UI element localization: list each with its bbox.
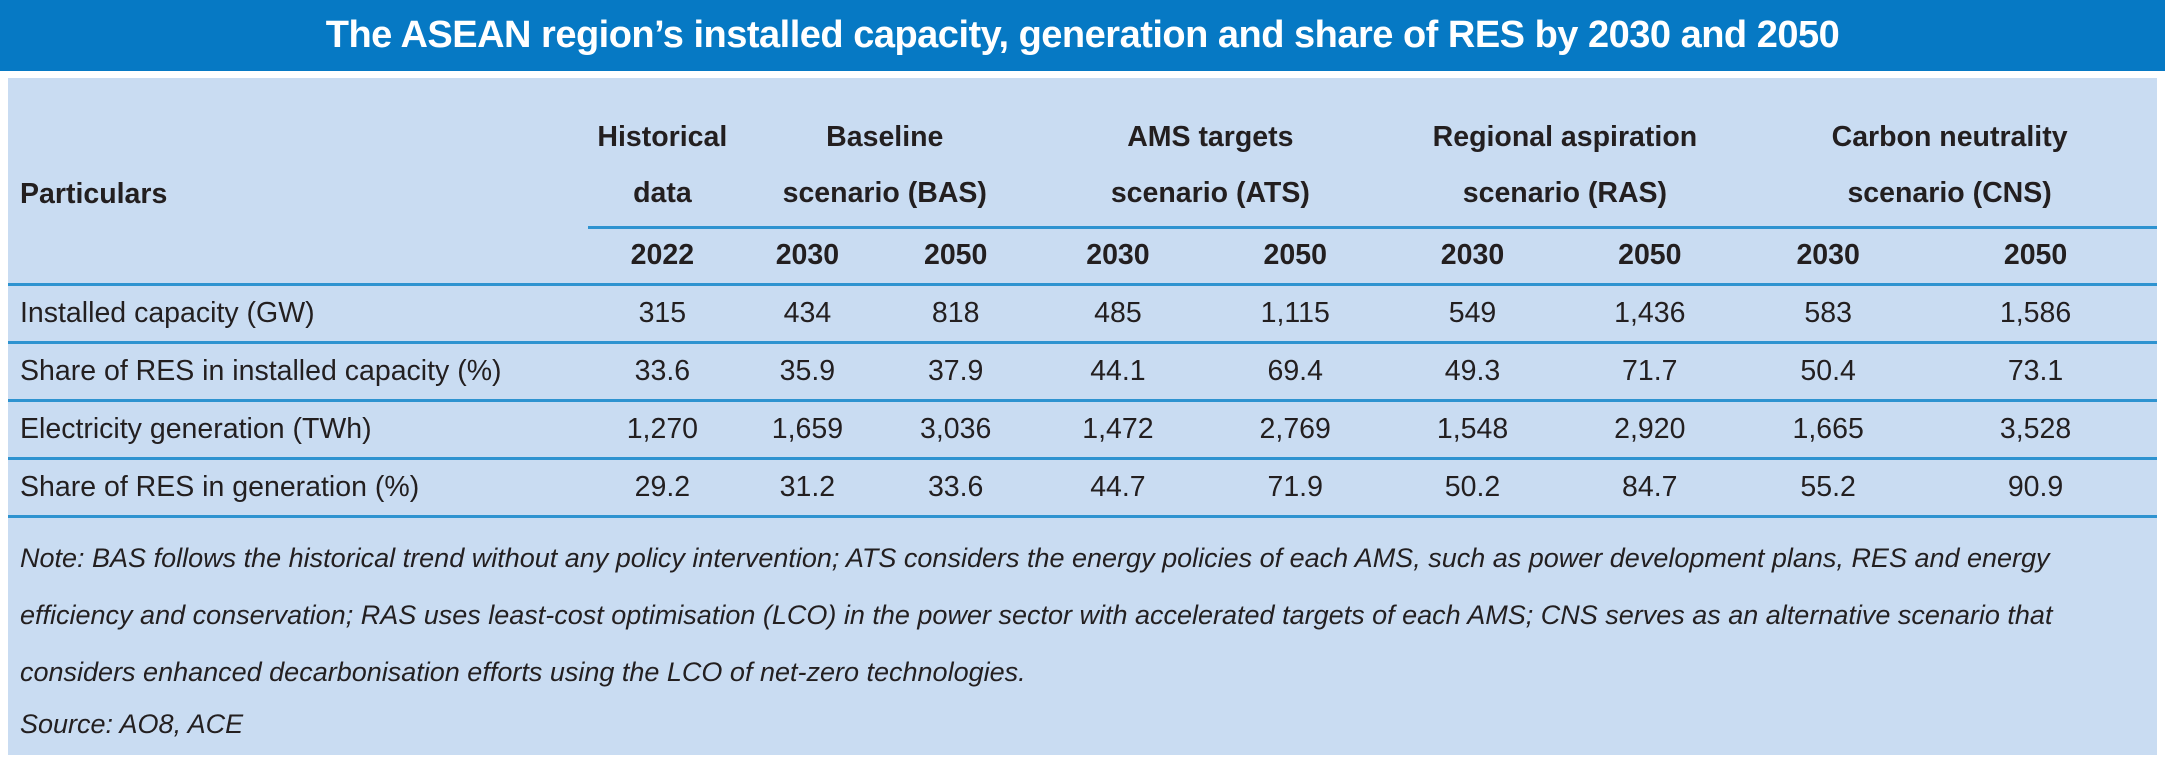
value-cell: 71.7: [1557, 342, 1743, 402]
table-panel: Particulars Historical data Baseline sce…: [8, 78, 2157, 755]
group-header-line1: Historical: [597, 121, 728, 154]
group-header-ras: Regional aspiration scenario (RAS): [1387, 78, 1743, 229]
value-cell: 3,036: [878, 400, 1034, 460]
group-header-historical: Historical data: [588, 78, 737, 229]
year-header: 2050: [1914, 227, 2157, 286]
value-cell: 37.9: [878, 342, 1034, 402]
value-cell: 35.9: [736, 342, 879, 402]
value-cell: 31.2: [736, 458, 879, 518]
value-cell: 1,548: [1387, 400, 1558, 460]
group-header-line1: Baseline: [826, 121, 944, 154]
particulars-header: Particulars: [8, 78, 589, 286]
value-cell: 1,270: [588, 400, 737, 460]
page-title: The ASEAN region’s installed capacity, g…: [325, 14, 1840, 56]
value-cell: 1,586: [1914, 284, 2157, 344]
row-label: Share of RES in installed capacity (%): [8, 342, 589, 402]
group-header-line2: scenario (BAS): [782, 176, 987, 209]
data-table: Particulars Historical data Baseline sce…: [8, 78, 2157, 518]
value-cell: 1,115: [1202, 284, 1388, 344]
year-header: 2030: [1033, 227, 1203, 286]
group-header-ats: AMS targets scenario (ATS): [1033, 78, 1388, 229]
year-header: 2030: [1387, 227, 1558, 286]
group-header-row: Particulars Historical data Baseline sce…: [8, 78, 2157, 286]
value-cell: 1,436: [1557, 284, 1743, 344]
group-header-line2: scenario (RAS): [1462, 176, 1668, 209]
table-row: Share of RES in installed capacity (%) 3…: [8, 342, 2157, 402]
value-cell: 90.9: [1914, 458, 2157, 518]
year-header: 2050: [878, 227, 1034, 286]
row-label: Share of RES in generation (%): [8, 458, 589, 518]
value-cell: 1,659: [736, 400, 879, 460]
group-header-line1: AMS targets: [1127, 121, 1294, 154]
value-cell: 69.4: [1202, 342, 1388, 402]
value-cell: 3,528: [1914, 400, 2157, 460]
title-bar: The ASEAN region’s installed capacity, g…: [0, 0, 2165, 71]
row-label: Installed capacity (GW): [8, 284, 589, 344]
value-cell: 2,769: [1202, 400, 1388, 460]
group-header-line2: scenario (ATS): [1110, 176, 1310, 209]
group-header-bas: Baseline scenario (BAS): [736, 78, 1034, 229]
group-header-cns: Carbon neutrality scenario (CNS): [1742, 78, 2157, 229]
value-cell: 434: [736, 284, 879, 344]
year-header: 2030: [736, 227, 879, 286]
row-label: Electricity generation (TWh): [8, 400, 589, 460]
group-header-line2: scenario (CNS): [1847, 176, 2052, 209]
value-cell: 71.9: [1202, 458, 1388, 518]
group-header-line1: Carbon neutrality: [1831, 121, 2068, 154]
value-cell: 44.1: [1033, 342, 1203, 402]
value-cell: 84.7: [1557, 458, 1743, 518]
value-cell: 1,472: [1033, 400, 1203, 460]
note-text: Note: BAS follows the historical trend w…: [20, 542, 2053, 687]
value-cell: 1,665: [1742, 400, 1915, 460]
group-header-line2: data: [633, 176, 692, 209]
year-header: 2030: [1742, 227, 1915, 286]
value-cell: 315: [588, 284, 737, 344]
value-cell: 818: [878, 284, 1034, 344]
value-cell: 49.3: [1387, 342, 1558, 402]
value-cell: 485: [1033, 284, 1203, 344]
value-cell: 549: [1387, 284, 1558, 344]
value-cell: 44.7: [1033, 458, 1203, 518]
value-cell: 50.2: [1387, 458, 1558, 518]
group-header-line1: Regional aspiration: [1432, 121, 1698, 154]
value-cell: 583: [1742, 284, 1915, 344]
value-cell: 29.2: [588, 458, 737, 518]
year-header: 2022: [588, 227, 737, 286]
value-cell: 73.1: [1914, 342, 2157, 402]
table-row: Share of RES in generation (%) 29.2 31.2…: [8, 458, 2157, 518]
value-cell: 33.6: [878, 458, 1034, 518]
value-cell: 55.2: [1742, 458, 1915, 518]
source-text: Source: AO8, ACE: [20, 709, 244, 740]
table-row: Installed capacity (GW) 315 434 818 485 …: [8, 284, 2157, 344]
value-cell: 33.6: [588, 342, 737, 402]
value-cell: 50.4: [1742, 342, 1915, 402]
value-cell: 2,920: [1557, 400, 1743, 460]
year-header-row: 2022 2030 2050 2030 2050 2030 2050 2030 …: [8, 227, 2157, 286]
table-row: Electricity generation (TWh) 1,270 1,659…: [8, 400, 2157, 460]
year-header: 2050: [1202, 227, 1388, 286]
year-header: 2050: [1557, 227, 1743, 286]
